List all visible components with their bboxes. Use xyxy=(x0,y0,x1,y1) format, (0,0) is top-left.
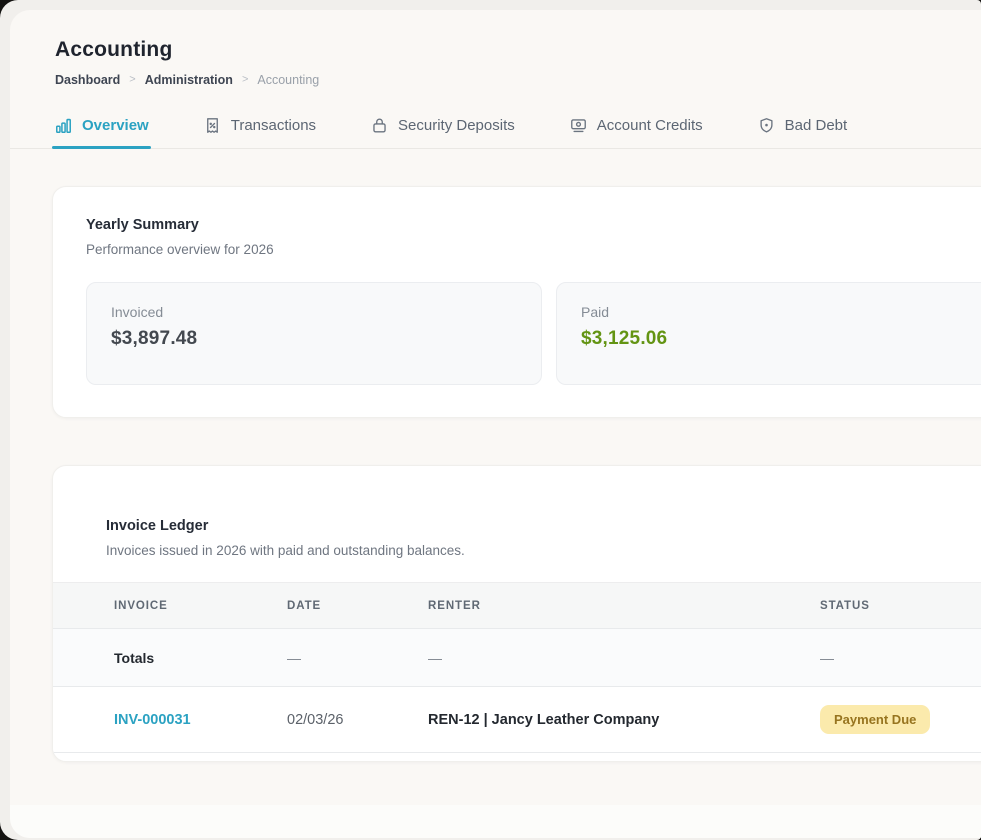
tab-overview[interactable]: Overview xyxy=(52,114,151,149)
breadcrumb-accounting: Accounting xyxy=(257,73,320,87)
banknote-icon xyxy=(569,116,588,135)
totals-date: — xyxy=(287,628,428,687)
breadcrumb: Dashboard > Administration > Accounting xyxy=(55,73,981,87)
invoice-ledger-header: Invoice Ledger Invoices issued in 2026 w… xyxy=(53,466,981,558)
panel-footer-strip xyxy=(10,805,981,838)
column-header-renter[interactable]: RENTER xyxy=(428,582,820,629)
tab-label: Account Credits xyxy=(596,117,703,134)
invoice-table: INVOICE DATE RENTER STATUS Totals — — — xyxy=(53,582,981,753)
breadcrumb-separator-icon: > xyxy=(241,73,249,86)
invoice-ledger-card: Invoice Ledger Invoices issued in 2026 w… xyxy=(52,465,981,762)
page-title: Accounting xyxy=(55,38,173,61)
tab-account-credits[interactable]: Account Credits xyxy=(567,114,705,148)
tab-label: Overview xyxy=(82,117,149,134)
breadcrumb-administration[interactable]: Administration xyxy=(144,73,233,87)
shield-icon xyxy=(757,116,776,135)
totals-label: Totals xyxy=(53,628,287,687)
accounting-page-panel: Accounting Dashboard > Administration > … xyxy=(10,10,981,838)
invoice-number-link[interactable]: INV-000031 xyxy=(114,711,191,728)
breadcrumb-dashboard[interactable]: Dashboard xyxy=(55,73,121,87)
tab-bar: Overview Transactions xyxy=(10,114,981,149)
invoice-date: 02/03/26 xyxy=(287,686,428,753)
tab-transactions[interactable]: Transactions xyxy=(201,114,318,148)
breadcrumb-separator-icon: > xyxy=(129,73,136,86)
receipt-percent-icon xyxy=(203,116,222,135)
stat-invoiced: Invoiced $3,897.48 xyxy=(86,282,542,385)
tab-bad-debt[interactable]: Bad Debt xyxy=(755,114,850,148)
tab-label: Security Deposits xyxy=(398,117,515,134)
lock-icon xyxy=(370,116,389,135)
bar-chart-icon xyxy=(54,116,73,135)
invoice-ledger-title: Invoice Ledger xyxy=(106,518,209,534)
page-header: Accounting Dashboard > Administration > … xyxy=(52,10,981,87)
yearly-summary-card: Yearly Summary Performance overview for … xyxy=(52,186,981,418)
stat-paid-label: Paid xyxy=(581,304,610,320)
table-row[interactable]: INV-000031 02/03/26 REN-12 | Jancy Leath… xyxy=(53,686,981,753)
totals-status: — xyxy=(820,628,981,687)
column-header-status[interactable]: STATUS xyxy=(820,582,981,629)
stat-invoiced-label: Invoiced xyxy=(111,304,164,320)
invoice-renter: REN-12 | Jancy Leather Company xyxy=(428,686,820,753)
stat-paid: Paid $3,125.06 xyxy=(556,282,981,385)
tab-label: Transactions xyxy=(230,117,317,134)
yearly-summary-title: Yearly Summary xyxy=(86,217,199,233)
yearly-summary-subtitle: Performance overview for 2026 xyxy=(86,242,274,257)
summary-stats-row: Invoiced $3,897.48 Paid $3,125.06 xyxy=(86,282,981,385)
table-header-row: INVOICE DATE RENTER STATUS xyxy=(53,582,981,629)
column-header-date[interactable]: DATE xyxy=(287,582,428,629)
invoice-ledger-subtitle: Invoices issued in 2026 with paid and ou… xyxy=(106,543,465,558)
tab-security-deposits[interactable]: Security Deposits xyxy=(368,114,517,148)
tab-label: Bad Debt xyxy=(784,117,848,134)
stat-invoiced-value: $3,897.48 xyxy=(111,328,198,349)
column-header-invoice[interactable]: INVOICE xyxy=(53,582,287,629)
stat-paid-value: $3,125.06 xyxy=(581,328,668,349)
totals-renter: — xyxy=(428,628,820,687)
totals-row: Totals — — — xyxy=(53,628,981,687)
status-badge: Payment Due xyxy=(820,705,931,734)
